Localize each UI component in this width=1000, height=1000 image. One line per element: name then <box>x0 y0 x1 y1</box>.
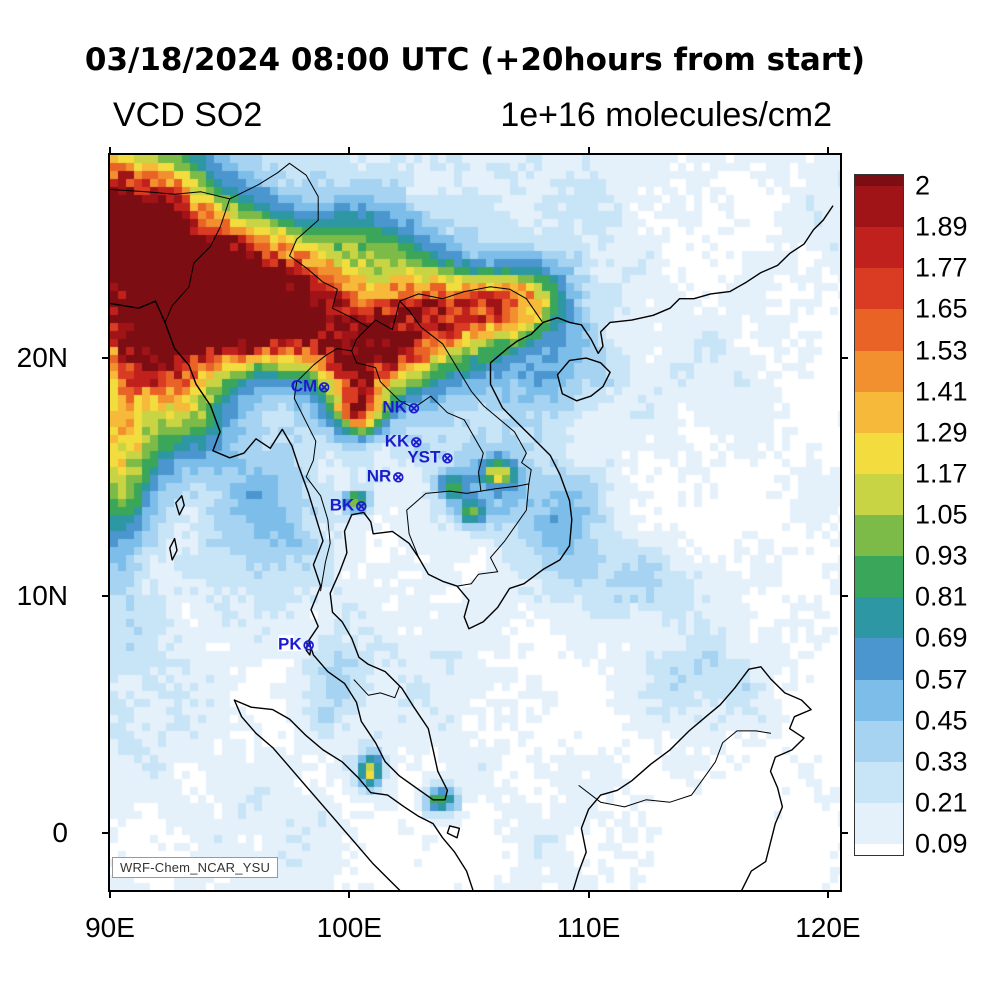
colorbar-tick-label: 0.57 <box>915 664 968 694</box>
station-marker-icon: ⊗ <box>392 468 405 486</box>
map-panel: CM ⊗ NK ⊗ KK ⊗ YST ⊗ NR ⊗ BK ⊗ PK ⊗ WRF-Chem_NCAR_YSU <box>108 153 842 892</box>
axis-tick <box>102 357 110 360</box>
country-border-path <box>164 198 231 323</box>
station-marker-icon: ⊗ <box>441 449 454 467</box>
country-border-path <box>480 483 530 492</box>
colorbar-segment <box>855 761 903 803</box>
colorbar-segment <box>855 638 903 680</box>
station-label-pk: PK <box>277 635 302 655</box>
station-label-kk: KK <box>384 431 410 451</box>
axis-tick <box>348 890 351 898</box>
so2-heatmap <box>110 155 840 890</box>
figure-title: 03/18/2024 08:00 UTC (+20hours from star… <box>84 42 866 78</box>
colorbar-tick-label: 1.77 <box>915 252 968 283</box>
axis-tick <box>109 147 111 155</box>
country-border-path <box>399 300 532 485</box>
axis-tick <box>840 357 848 360</box>
colorbar-tick-label: 0.69 <box>915 622 968 653</box>
country-border-path <box>351 350 484 492</box>
colorbar-tick-label: 1.17 <box>915 458 968 489</box>
station-label-cm: CM <box>290 376 318 396</box>
coastline-path <box>233 699 401 890</box>
colorbar-segment <box>855 227 903 269</box>
country-border-path <box>406 490 482 559</box>
colorbar-tick-label: 0.81 <box>915 581 968 612</box>
axis-tick <box>102 832 110 835</box>
colorbar-tick-label: 1.89 <box>915 211 968 242</box>
coastline-path <box>110 205 834 801</box>
country-border-path <box>456 483 530 587</box>
axis-tick <box>840 832 848 835</box>
station-marker-icon: ⊗ <box>410 434 423 452</box>
colorbar-tick-label: 1.53 <box>915 335 968 365</box>
colorbar-tick-label: 1.41 <box>915 376 968 407</box>
axis-tick <box>826 890 829 898</box>
coastline-path <box>233 699 474 890</box>
colorbar-segment <box>855 802 903 844</box>
colorbar-segment <box>855 350 903 392</box>
y-tick-label: 0 <box>52 817 68 849</box>
colorbar-tick-label: 0.45 <box>915 705 968 736</box>
colorbar-tick-label: 0.93 <box>915 540 968 571</box>
country-border-path <box>293 348 353 592</box>
axis-tick <box>587 147 590 155</box>
colorbar-tick-label: 0.21 <box>915 787 968 818</box>
axis-tick <box>348 147 351 155</box>
station-marker-icon: ⊗ <box>407 399 421 417</box>
coastline-path <box>446 825 461 839</box>
colorbar-tick-label: 1.05 <box>915 499 968 530</box>
country-border-path <box>110 162 543 331</box>
units-label: 1e+16 molecules/cm2 <box>500 96 832 134</box>
axis-tick <box>826 147 829 155</box>
colorbar-tick-label: 0.33 <box>915 746 968 777</box>
x-tick-label: 120E <box>795 912 861 943</box>
colorbar-tick-label: 2 <box>915 170 931 201</box>
colorbar-segment <box>855 432 903 474</box>
colorbar-segment <box>855 844 903 855</box>
coastline-path <box>572 666 812 890</box>
x-tick-label: 110E <box>556 912 621 943</box>
axis-tick <box>109 890 111 898</box>
y-tick-label: 20N <box>16 342 68 374</box>
colorbar-tick-label: 1.65 <box>915 293 968 324</box>
country-border-path <box>351 326 369 352</box>
coastline-path <box>305 642 312 656</box>
axis-tick <box>840 594 848 597</box>
station-label-yst: YST <box>407 447 441 467</box>
colorbar-segment <box>855 268 903 310</box>
colorbar-tick-label: 0.09 <box>915 828 968 859</box>
y-tick-label: 10N <box>16 579 68 611</box>
colorbar-tick-label: 1.29 <box>915 417 968 448</box>
station-label-nr: NR <box>366 466 392 486</box>
colorbar-segment <box>855 679 903 721</box>
colorbar-segment <box>855 556 903 598</box>
station-marker-icon: ⊗ <box>354 497 368 515</box>
x-tick-label: 90E <box>85 912 135 943</box>
coastline-path <box>175 495 185 516</box>
station-label-nk: NK <box>382 397 407 417</box>
colorbar-segment <box>855 391 903 433</box>
colorbar-segment <box>855 473 903 515</box>
colorbar-segment <box>855 309 903 351</box>
station-label-bk: BK <box>329 495 355 515</box>
colorbar <box>854 174 904 856</box>
colorbar-segment <box>855 515 903 557</box>
coastlines-overlay <box>110 162 834 890</box>
station-marker-icon: ⊗ <box>317 378 331 396</box>
country-border-path <box>578 730 771 808</box>
variable-label: VCD SO2 <box>113 96 263 134</box>
colorbar-segment <box>855 186 903 228</box>
station-marker-icon: ⊗ <box>302 637 315 655</box>
colorbar-segment <box>855 597 903 639</box>
colorbar-segment <box>855 720 903 762</box>
x-tick-label: 100E <box>316 912 382 943</box>
axis-tick <box>102 594 110 597</box>
coastline-path <box>556 357 611 402</box>
coastline-path <box>169 537 178 561</box>
country-border-path <box>353 679 401 699</box>
colorbar-segment <box>855 175 903 186</box>
axis-tick <box>587 890 590 898</box>
model-label: WRF-Chem_NCAR_YSU <box>112 857 279 878</box>
